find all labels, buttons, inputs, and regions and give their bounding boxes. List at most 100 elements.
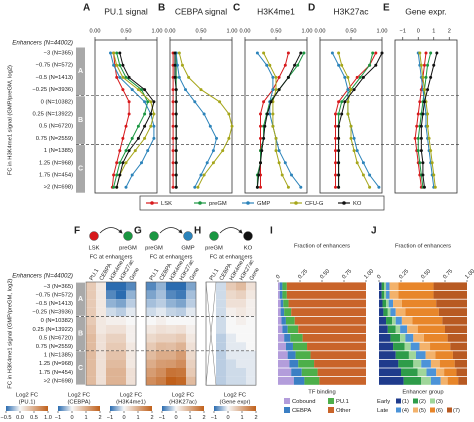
series-point [143, 100, 147, 104]
legend-label: KO [353, 201, 362, 207]
series-point [274, 136, 278, 140]
series-point [413, 136, 417, 140]
bar-segment [454, 359, 467, 368]
legend-group-label: Late [377, 408, 388, 414]
heat-cell [116, 290, 126, 300]
bar-segment [278, 291, 280, 299]
series-point [121, 136, 125, 140]
heat-cell [96, 299, 106, 308]
heat-cell [226, 368, 236, 377]
series-point [174, 112, 178, 116]
heat-cell [106, 290, 116, 300]
panel-letter: H [194, 226, 201, 237]
series-point [121, 75, 125, 79]
series-point [346, 88, 350, 92]
legend-swatch [430, 398, 435, 404]
series-point [196, 185, 200, 189]
x-tick-label: 0.00 [315, 28, 326, 34]
bar-segment [400, 325, 408, 334]
heat-cell [96, 325, 106, 334]
bar-segment [286, 282, 366, 291]
heat-cell [236, 359, 246, 368]
legend-tick-label: 0.0 [16, 415, 24, 421]
series-point [143, 112, 147, 116]
bar-segment [395, 308, 406, 316]
panel-subtitle: FC at enhancers [90, 255, 133, 261]
series-point [115, 51, 119, 55]
cell-icon [183, 231, 193, 241]
legend-tick-label: 2 [202, 415, 205, 421]
series-point [268, 112, 272, 116]
series-point [227, 112, 231, 116]
panel-title: Fraction of enhancers [395, 244, 451, 250]
series-point [286, 185, 290, 189]
bar-segment [379, 291, 382, 299]
bar-segment [379, 334, 391, 342]
heat-cell [166, 368, 176, 377]
cell-icon [243, 231, 253, 241]
series-point [416, 136, 420, 140]
heat-cell [156, 299, 166, 308]
group-label: A [78, 296, 83, 303]
series-point [174, 100, 178, 104]
bar-segment [291, 368, 302, 377]
series-point [259, 161, 262, 165]
heat-cell [226, 342, 236, 351]
heat-cell [176, 368, 186, 377]
series-point [118, 63, 122, 67]
series-point [424, 51, 428, 55]
heat-cell [106, 333, 116, 343]
row-header: Enhancers (N=44002) [12, 40, 73, 47]
bar-segment [390, 308, 396, 316]
bar-segment [433, 282, 467, 291]
series-point [269, 100, 273, 104]
bar-segment [279, 291, 283, 299]
missing-cross [205, 281, 217, 386]
heat-cell [106, 316, 116, 325]
series-line [116, 52, 155, 188]
legend-label: CEBPA [292, 408, 311, 414]
series-point [337, 161, 341, 165]
series-point [149, 112, 153, 116]
series-point [361, 173, 365, 177]
bar-segment [298, 325, 366, 334]
bar-segment [287, 325, 299, 334]
panel-title: H3K4me1 [257, 6, 295, 16]
legend-tick-label: 0 [174, 415, 177, 421]
series-line [414, 52, 427, 188]
bar-segment [307, 342, 366, 351]
heat-cell [186, 299, 196, 308]
heat-cell [236, 368, 246, 377]
legend-swatch [413, 407, 418, 413]
bar-segment [401, 299, 437, 308]
row-label: 0.25 (N=13922) [33, 327, 74, 333]
series-point [418, 161, 422, 165]
legend-group-label: Early [377, 399, 390, 405]
series-point [429, 149, 433, 153]
bar-segment [433, 291, 467, 299]
bar-segment [278, 377, 294, 385]
to-label: KO [244, 246, 253, 252]
legend-tick-label: 2 [254, 415, 257, 421]
bar-segment [285, 342, 293, 351]
panel-letter: G [134, 226, 142, 237]
column-label: PU.1 [149, 268, 160, 282]
series-line [178, 52, 233, 188]
series-point [152, 112, 156, 116]
series-point [121, 161, 125, 165]
series-point [374, 63, 378, 67]
series-line [111, 52, 130, 188]
series-point [115, 161, 119, 165]
series-point [124, 161, 128, 165]
group-label: B [78, 330, 83, 337]
series-point [340, 100, 344, 104]
heat-cell [86, 282, 96, 291]
legend-tick-label: 1.0 [44, 415, 52, 421]
bar-segment [413, 359, 422, 368]
series-point [262, 100, 266, 104]
bar-segment [458, 377, 467, 385]
series-point [426, 124, 430, 128]
heat-cell [246, 368, 256, 377]
legend-title: Log2 FC [172, 393, 194, 399]
series-point [418, 100, 422, 104]
